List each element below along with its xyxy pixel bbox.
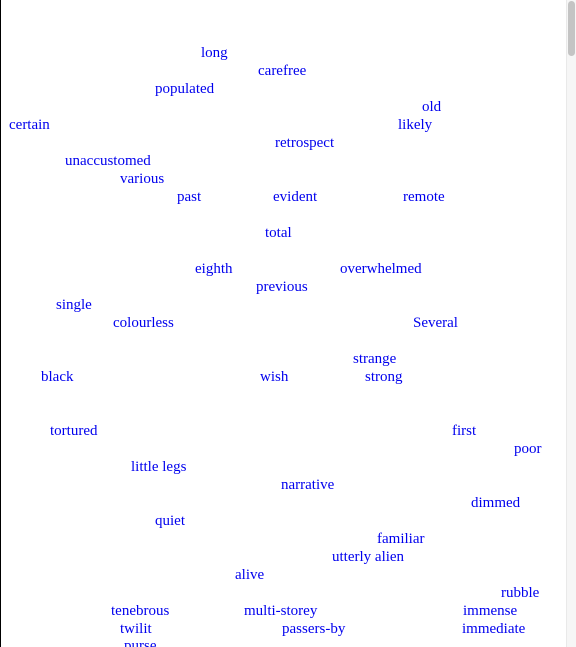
word-link[interactable]: strong: [365, 369, 403, 385]
word-link[interactable]: familiar: [377, 531, 425, 547]
word-link[interactable]: old: [422, 99, 442, 115]
word-link[interactable]: quiet: [155, 513, 185, 529]
word-link[interactable]: little legs: [131, 459, 187, 475]
word-link[interactable]: alive: [235, 567, 265, 583]
word-link[interactable]: certain: [9, 117, 50, 133]
word-link[interactable]: eighth: [195, 261, 233, 277]
word-link[interactable]: populated: [155, 81, 215, 97]
word-link[interactable]: tortured: [50, 423, 98, 439]
word-link[interactable]: long: [201, 45, 228, 61]
word-link[interactable]: passers-by: [282, 621, 346, 637]
word-link[interactable]: twilit: [120, 621, 152, 637]
word-link[interactable]: total: [265, 225, 292, 241]
word-link[interactable]: retrospect: [275, 135, 335, 151]
word-link[interactable]: past: [177, 189, 202, 205]
word-link[interactable]: evident: [273, 189, 318, 205]
word-link[interactable]: tenebrous: [111, 603, 170, 619]
word-link[interactable]: poor: [514, 441, 542, 457]
scrollbar-thumb[interactable]: [568, 1, 575, 56]
word-link[interactable]: first: [452, 423, 477, 439]
word-link[interactable]: purse: [124, 638, 157, 647]
word-link[interactable]: single: [56, 297, 92, 313]
word-link[interactable]: immense: [463, 603, 518, 619]
word-link[interactable]: colourless: [113, 315, 174, 331]
word-link[interactable]: utterly alien: [332, 549, 405, 565]
word-link[interactable]: multi-storey: [244, 603, 318, 619]
word-link[interactable]: remote: [403, 189, 445, 205]
word-link[interactable]: various: [120, 171, 165, 187]
word-link[interactable]: unaccustomed: [65, 153, 151, 169]
word-link[interactable]: rubble: [501, 585, 540, 601]
word-link[interactable]: narrative: [281, 477, 335, 493]
word-link[interactable]: overwhelmed: [340, 261, 422, 277]
word-link[interactable]: likely: [398, 117, 433, 133]
word-link[interactable]: dimmed: [471, 495, 521, 511]
vertical-scrollbar[interactable]: [566, 0, 576, 647]
word-link[interactable]: wish: [260, 369, 289, 385]
word-link[interactable]: Several: [413, 315, 458, 331]
word-link[interactable]: carefree: [258, 63, 307, 79]
word-link[interactable]: strange: [353, 351, 397, 367]
word-link[interactable]: immediate: [462, 621, 526, 637]
word-link[interactable]: black: [41, 369, 74, 385]
word-link[interactable]: previous: [256, 279, 308, 295]
